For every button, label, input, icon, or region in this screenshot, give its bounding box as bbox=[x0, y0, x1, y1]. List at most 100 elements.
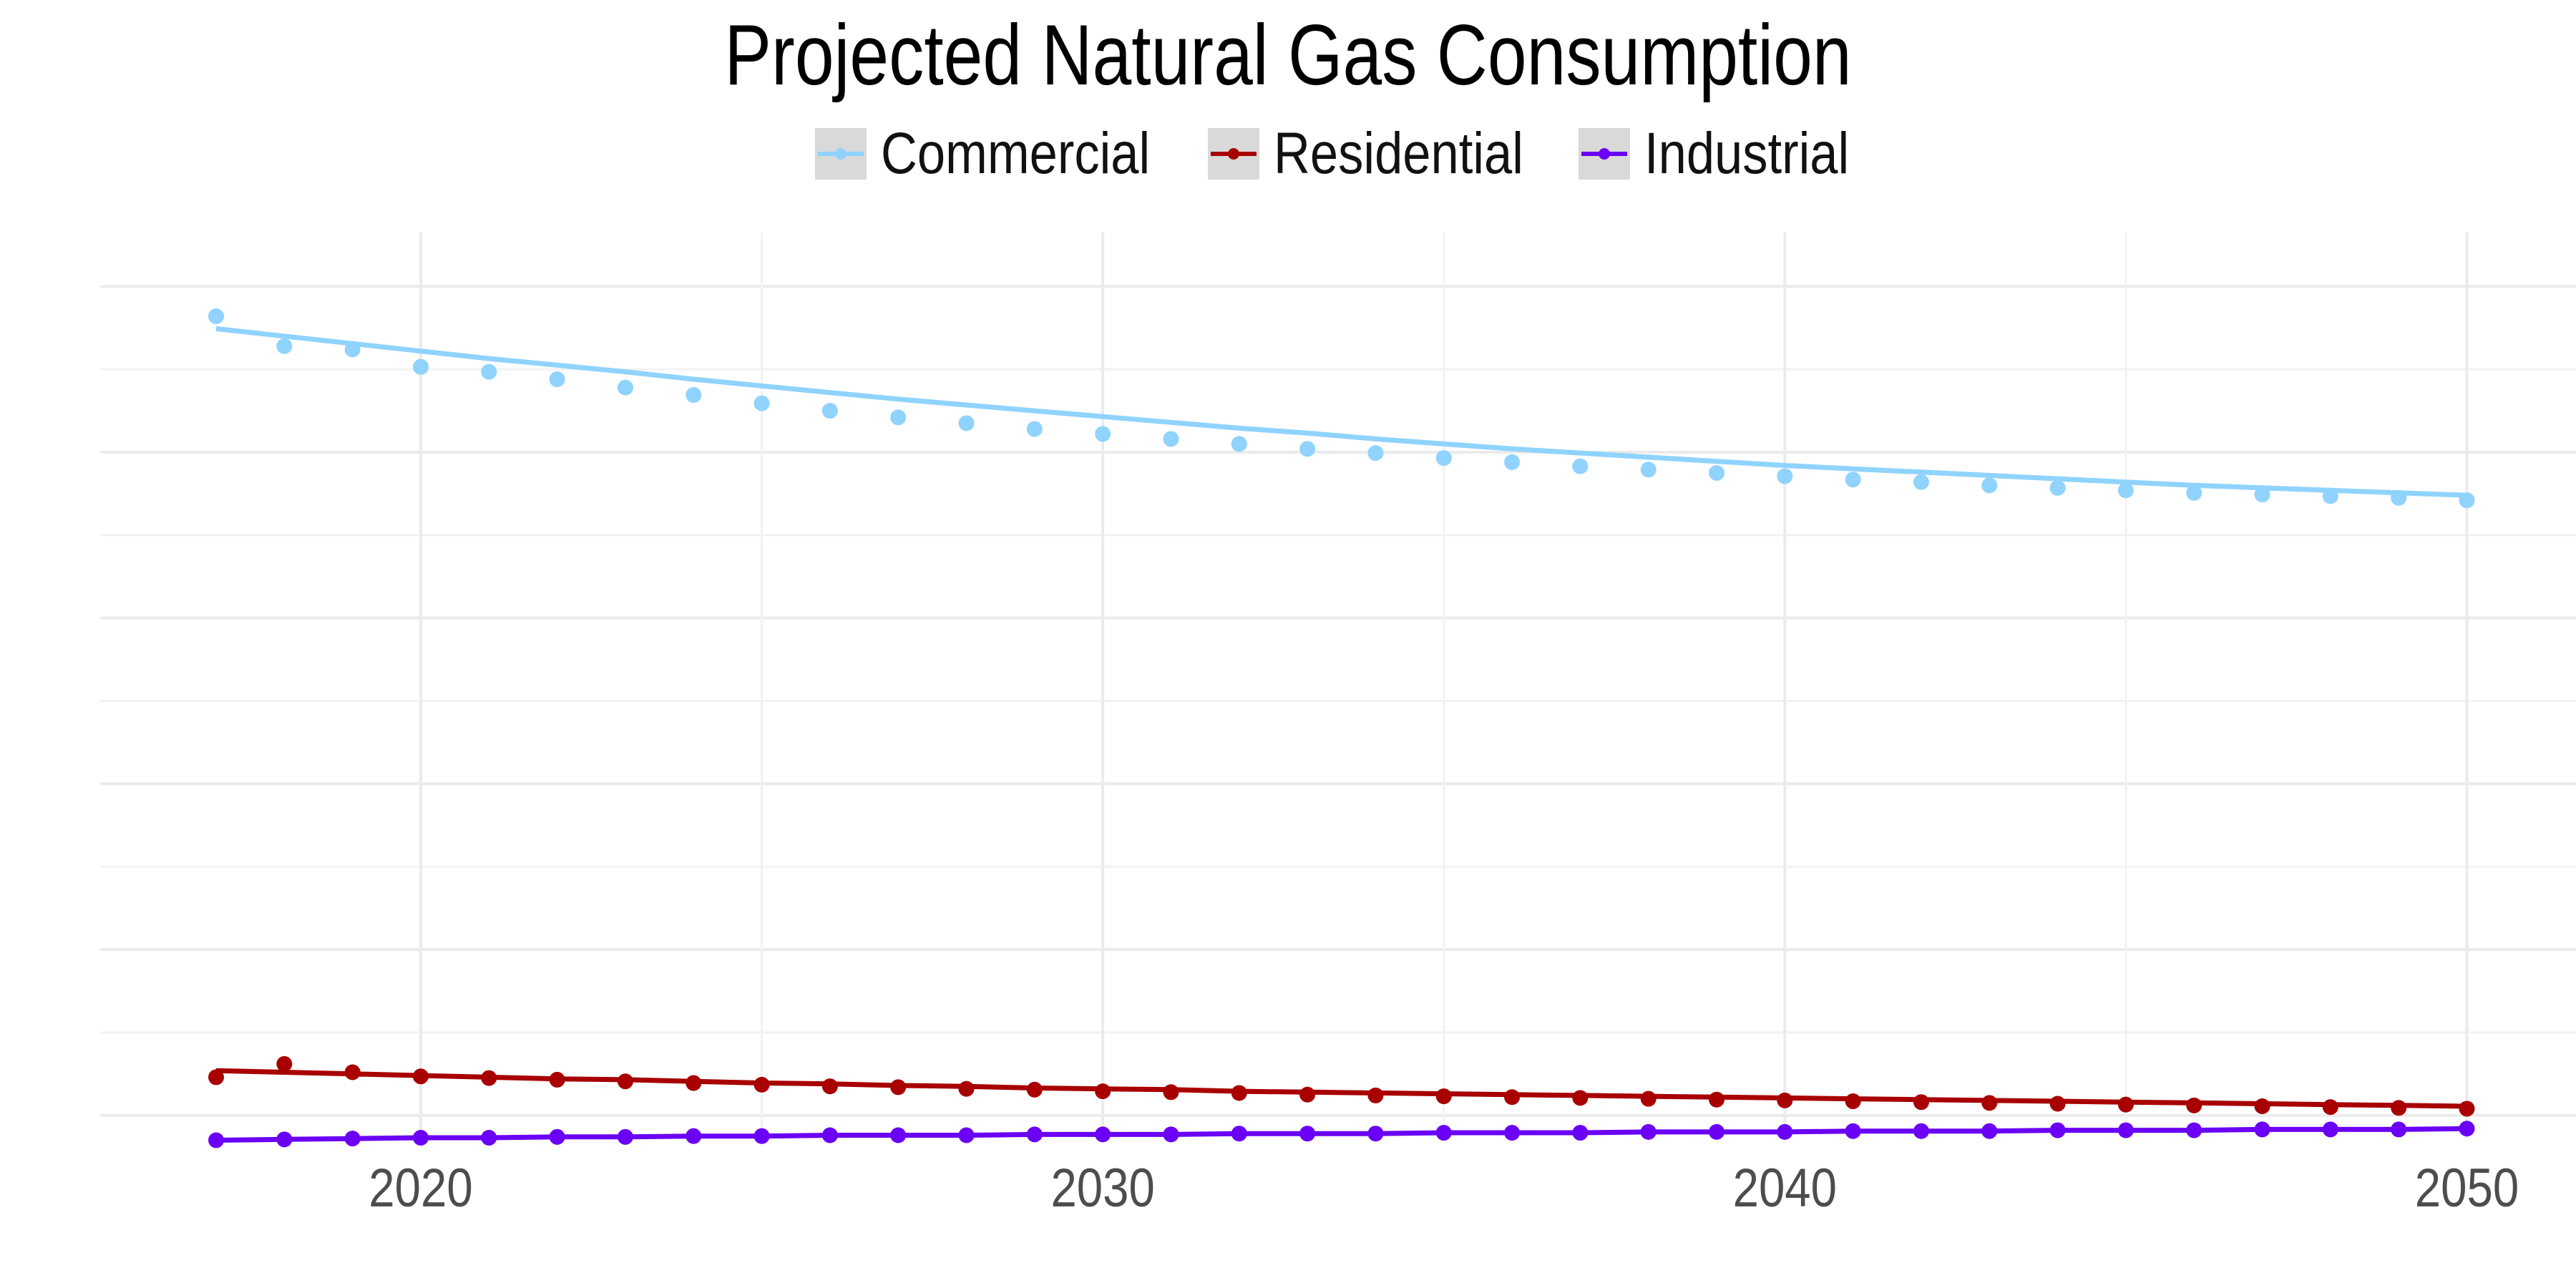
point-industrial bbox=[1299, 1126, 1316, 1142]
point-residential bbox=[549, 1071, 565, 1088]
point-residential bbox=[2117, 1096, 2134, 1113]
point-commercial bbox=[958, 415, 975, 431]
point-residential bbox=[1026, 1081, 1043, 1098]
point-commercial bbox=[549, 371, 565, 388]
point-residential bbox=[821, 1078, 838, 1095]
point-residential bbox=[958, 1080, 975, 1097]
point-industrial bbox=[617, 1128, 633, 1145]
point-commercial bbox=[617, 379, 633, 396]
legend-item-commercial: Commercial bbox=[815, 120, 1194, 187]
x-axis-ticks: 2020 2030 2040 2050 bbox=[369, 1158, 2519, 1219]
point-commercial bbox=[753, 395, 770, 411]
point-industrial bbox=[1367, 1126, 1384, 1142]
point-residential bbox=[1367, 1087, 1384, 1103]
point-residential bbox=[1299, 1086, 1316, 1103]
point-industrial bbox=[686, 1128, 702, 1144]
point-commercial bbox=[1299, 441, 1316, 457]
point-residential bbox=[276, 1055, 293, 1072]
point-industrial bbox=[821, 1127, 838, 1143]
point-industrial bbox=[1435, 1125, 1452, 1141]
series-line-commercial bbox=[215, 326, 2467, 498]
point-commercial bbox=[2117, 482, 2134, 499]
point-industrial bbox=[753, 1128, 770, 1144]
point-commercial bbox=[1640, 462, 1657, 478]
point-residential bbox=[1095, 1083, 1111, 1100]
point-industrial bbox=[2254, 1121, 2270, 1138]
point-commercial bbox=[890, 409, 907, 426]
series-line-industrial bbox=[215, 1126, 2467, 1143]
point-commercial bbox=[1231, 436, 1247, 452]
point-industrial bbox=[890, 1127, 907, 1143]
point-residential bbox=[2254, 1098, 2270, 1114]
point-commercial bbox=[2459, 492, 2475, 509]
point-commercial bbox=[1163, 431, 1179, 447]
point-industrial bbox=[2186, 1122, 2202, 1138]
point-commercial bbox=[481, 364, 497, 380]
legend-label-residential: Residential bbox=[1274, 121, 1524, 186]
point-residential bbox=[1777, 1092, 1793, 1108]
point-commercial bbox=[1913, 474, 1929, 490]
point-residential bbox=[1981, 1095, 1998, 1111]
point-industrial bbox=[2391, 1121, 2407, 1138]
series-layer bbox=[208, 308, 2475, 1148]
point-industrial bbox=[481, 1130, 497, 1146]
point-residential bbox=[481, 1070, 497, 1086]
point-industrial bbox=[1845, 1123, 1861, 1139]
point-commercial bbox=[276, 338, 293, 354]
point-commercial bbox=[412, 358, 429, 375]
point-industrial bbox=[1777, 1123, 1793, 1140]
point-residential bbox=[1504, 1089, 1521, 1106]
point-residential bbox=[2322, 1099, 2338, 1116]
point-residential bbox=[1913, 1094, 1929, 1111]
point-industrial bbox=[958, 1127, 975, 1143]
point-residential bbox=[208, 1069, 225, 1085]
point-commercial bbox=[2254, 487, 2270, 503]
point-industrial bbox=[2322, 1121, 2338, 1138]
point-residential bbox=[1572, 1090, 1589, 1106]
legend-key-commercial bbox=[815, 128, 867, 180]
point-industrial bbox=[276, 1131, 293, 1148]
point-commercial bbox=[1981, 477, 1998, 494]
point-residential bbox=[2459, 1101, 2475, 1117]
point-industrial bbox=[1981, 1123, 1998, 1139]
legend: Commercial Residential Industrial bbox=[0, 120, 2576, 187]
point-industrial bbox=[2049, 1122, 2066, 1138]
point-industrial bbox=[1913, 1123, 1929, 1139]
point-commercial bbox=[2322, 488, 2338, 504]
grid-layer bbox=[100, 233, 2576, 1138]
legend-dot-residential bbox=[1228, 148, 1240, 160]
x-tick-label: 2030 bbox=[1050, 1158, 1154, 1219]
point-industrial bbox=[2117, 1122, 2134, 1138]
legend-label-industrial: Industrial bbox=[1644, 121, 1850, 186]
point-residential bbox=[2391, 1100, 2407, 1116]
point-commercial bbox=[686, 387, 702, 404]
x-tick-label: 2020 bbox=[369, 1158, 472, 1219]
legend-item-residential: Residential bbox=[1208, 120, 1564, 187]
point-residential bbox=[1435, 1088, 1452, 1105]
legend-dot-industrial bbox=[1599, 148, 1611, 160]
point-residential bbox=[344, 1064, 361, 1080]
point-residential bbox=[1709, 1091, 1725, 1108]
point-commercial bbox=[821, 403, 838, 419]
point-commercial bbox=[1777, 468, 1793, 484]
legend-label-commercial: Commercial bbox=[881, 121, 1151, 186]
point-commercial bbox=[1435, 450, 1452, 467]
point-residential bbox=[412, 1068, 429, 1085]
point-residential bbox=[686, 1075, 702, 1091]
point-industrial bbox=[549, 1128, 565, 1145]
point-commercial bbox=[2049, 479, 2066, 496]
point-industrial bbox=[1504, 1125, 1521, 1141]
series-line-residential bbox=[215, 1068, 2467, 1109]
chart-title: Projected Natural Gas Consumption bbox=[724, 7, 1852, 103]
point-residential bbox=[2049, 1096, 2066, 1112]
legend-item-industrial: Industrial bbox=[1579, 120, 1883, 187]
point-industrial bbox=[208, 1132, 225, 1148]
legend-dot-commercial bbox=[835, 148, 847, 160]
point-commercial bbox=[1367, 445, 1384, 462]
point-residential bbox=[617, 1073, 633, 1090]
point-industrial bbox=[412, 1130, 429, 1146]
point-residential bbox=[753, 1076, 770, 1093]
point-commercial bbox=[1572, 458, 1589, 474]
point-commercial bbox=[1709, 464, 1725, 481]
